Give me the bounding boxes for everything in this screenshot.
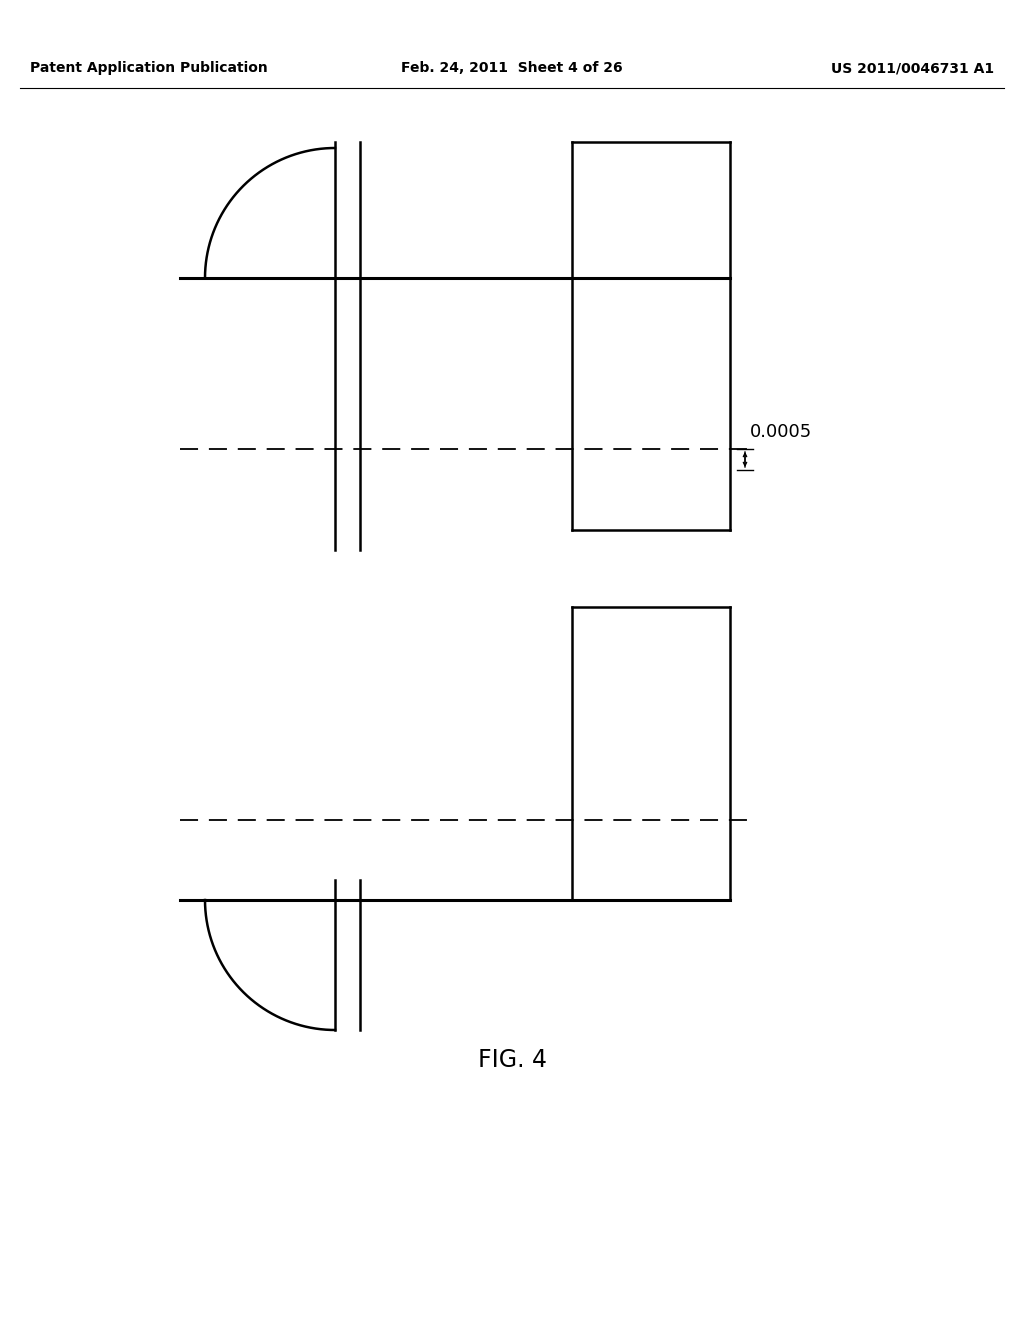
Text: US 2011/0046731 A1: US 2011/0046731 A1 (830, 61, 994, 75)
Text: Feb. 24, 2011  Sheet 4 of 26: Feb. 24, 2011 Sheet 4 of 26 (401, 61, 623, 75)
Text: Patent Application Publication: Patent Application Publication (30, 61, 267, 75)
Text: 0.0005: 0.0005 (750, 422, 812, 441)
Text: FIG. 4: FIG. 4 (477, 1048, 547, 1072)
